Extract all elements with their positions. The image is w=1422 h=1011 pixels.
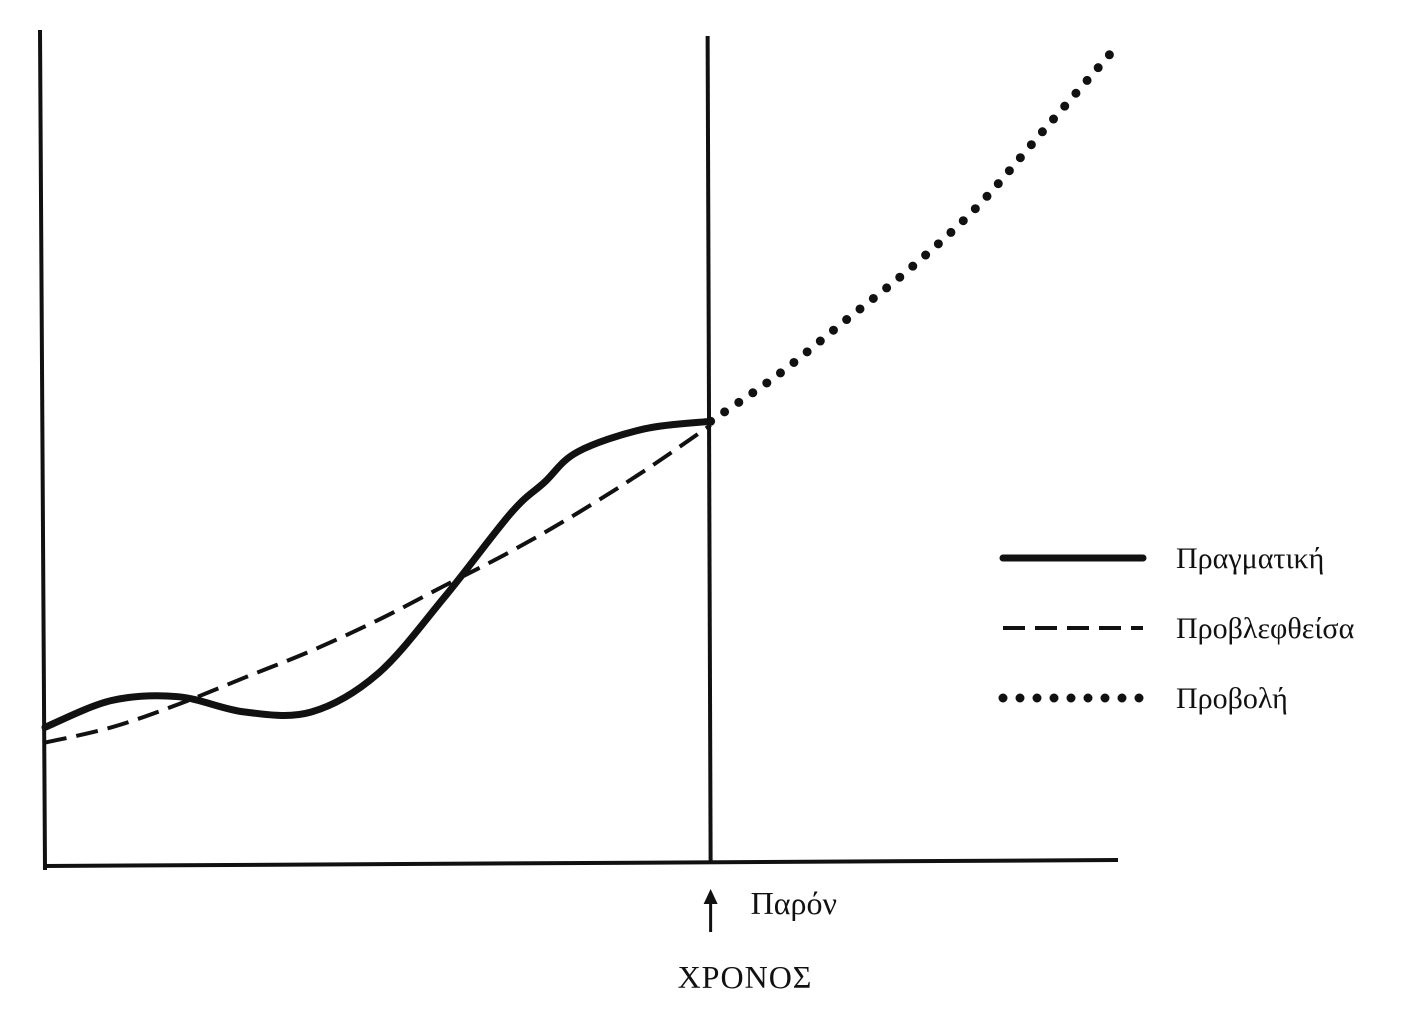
legend-item: Προβλεφθείσα	[1003, 612, 1355, 645]
legend-item: Πραγματική	[999, 542, 1324, 575]
up-arrow-icon	[703, 889, 718, 904]
y-axis	[38, 29, 47, 871]
series-line-dashed	[44, 423, 712, 745]
series-line-dotted	[706, 49, 1115, 426]
present-marker: Παρόν	[703, 885, 837, 932]
x-axis	[44, 858, 1119, 868]
x-axis-title: ΧΡΟΝΟΣ	[678, 959, 813, 995]
series-layer	[41, 49, 1115, 745]
legend-label: Πραγματική	[1176, 542, 1324, 575]
legend-label: Προβλεφθείσα	[1176, 612, 1355, 645]
legend-item: Προβολή	[998, 682, 1288, 715]
series-line-solid	[41, 417, 715, 731]
present-label: Παρόν	[751, 885, 837, 921]
legend: Πραγματική Προβλεφθείσα Προβολή	[998, 542, 1355, 715]
legend-label: Προβολή	[1176, 682, 1288, 715]
present-divider-line	[705, 35, 713, 863]
